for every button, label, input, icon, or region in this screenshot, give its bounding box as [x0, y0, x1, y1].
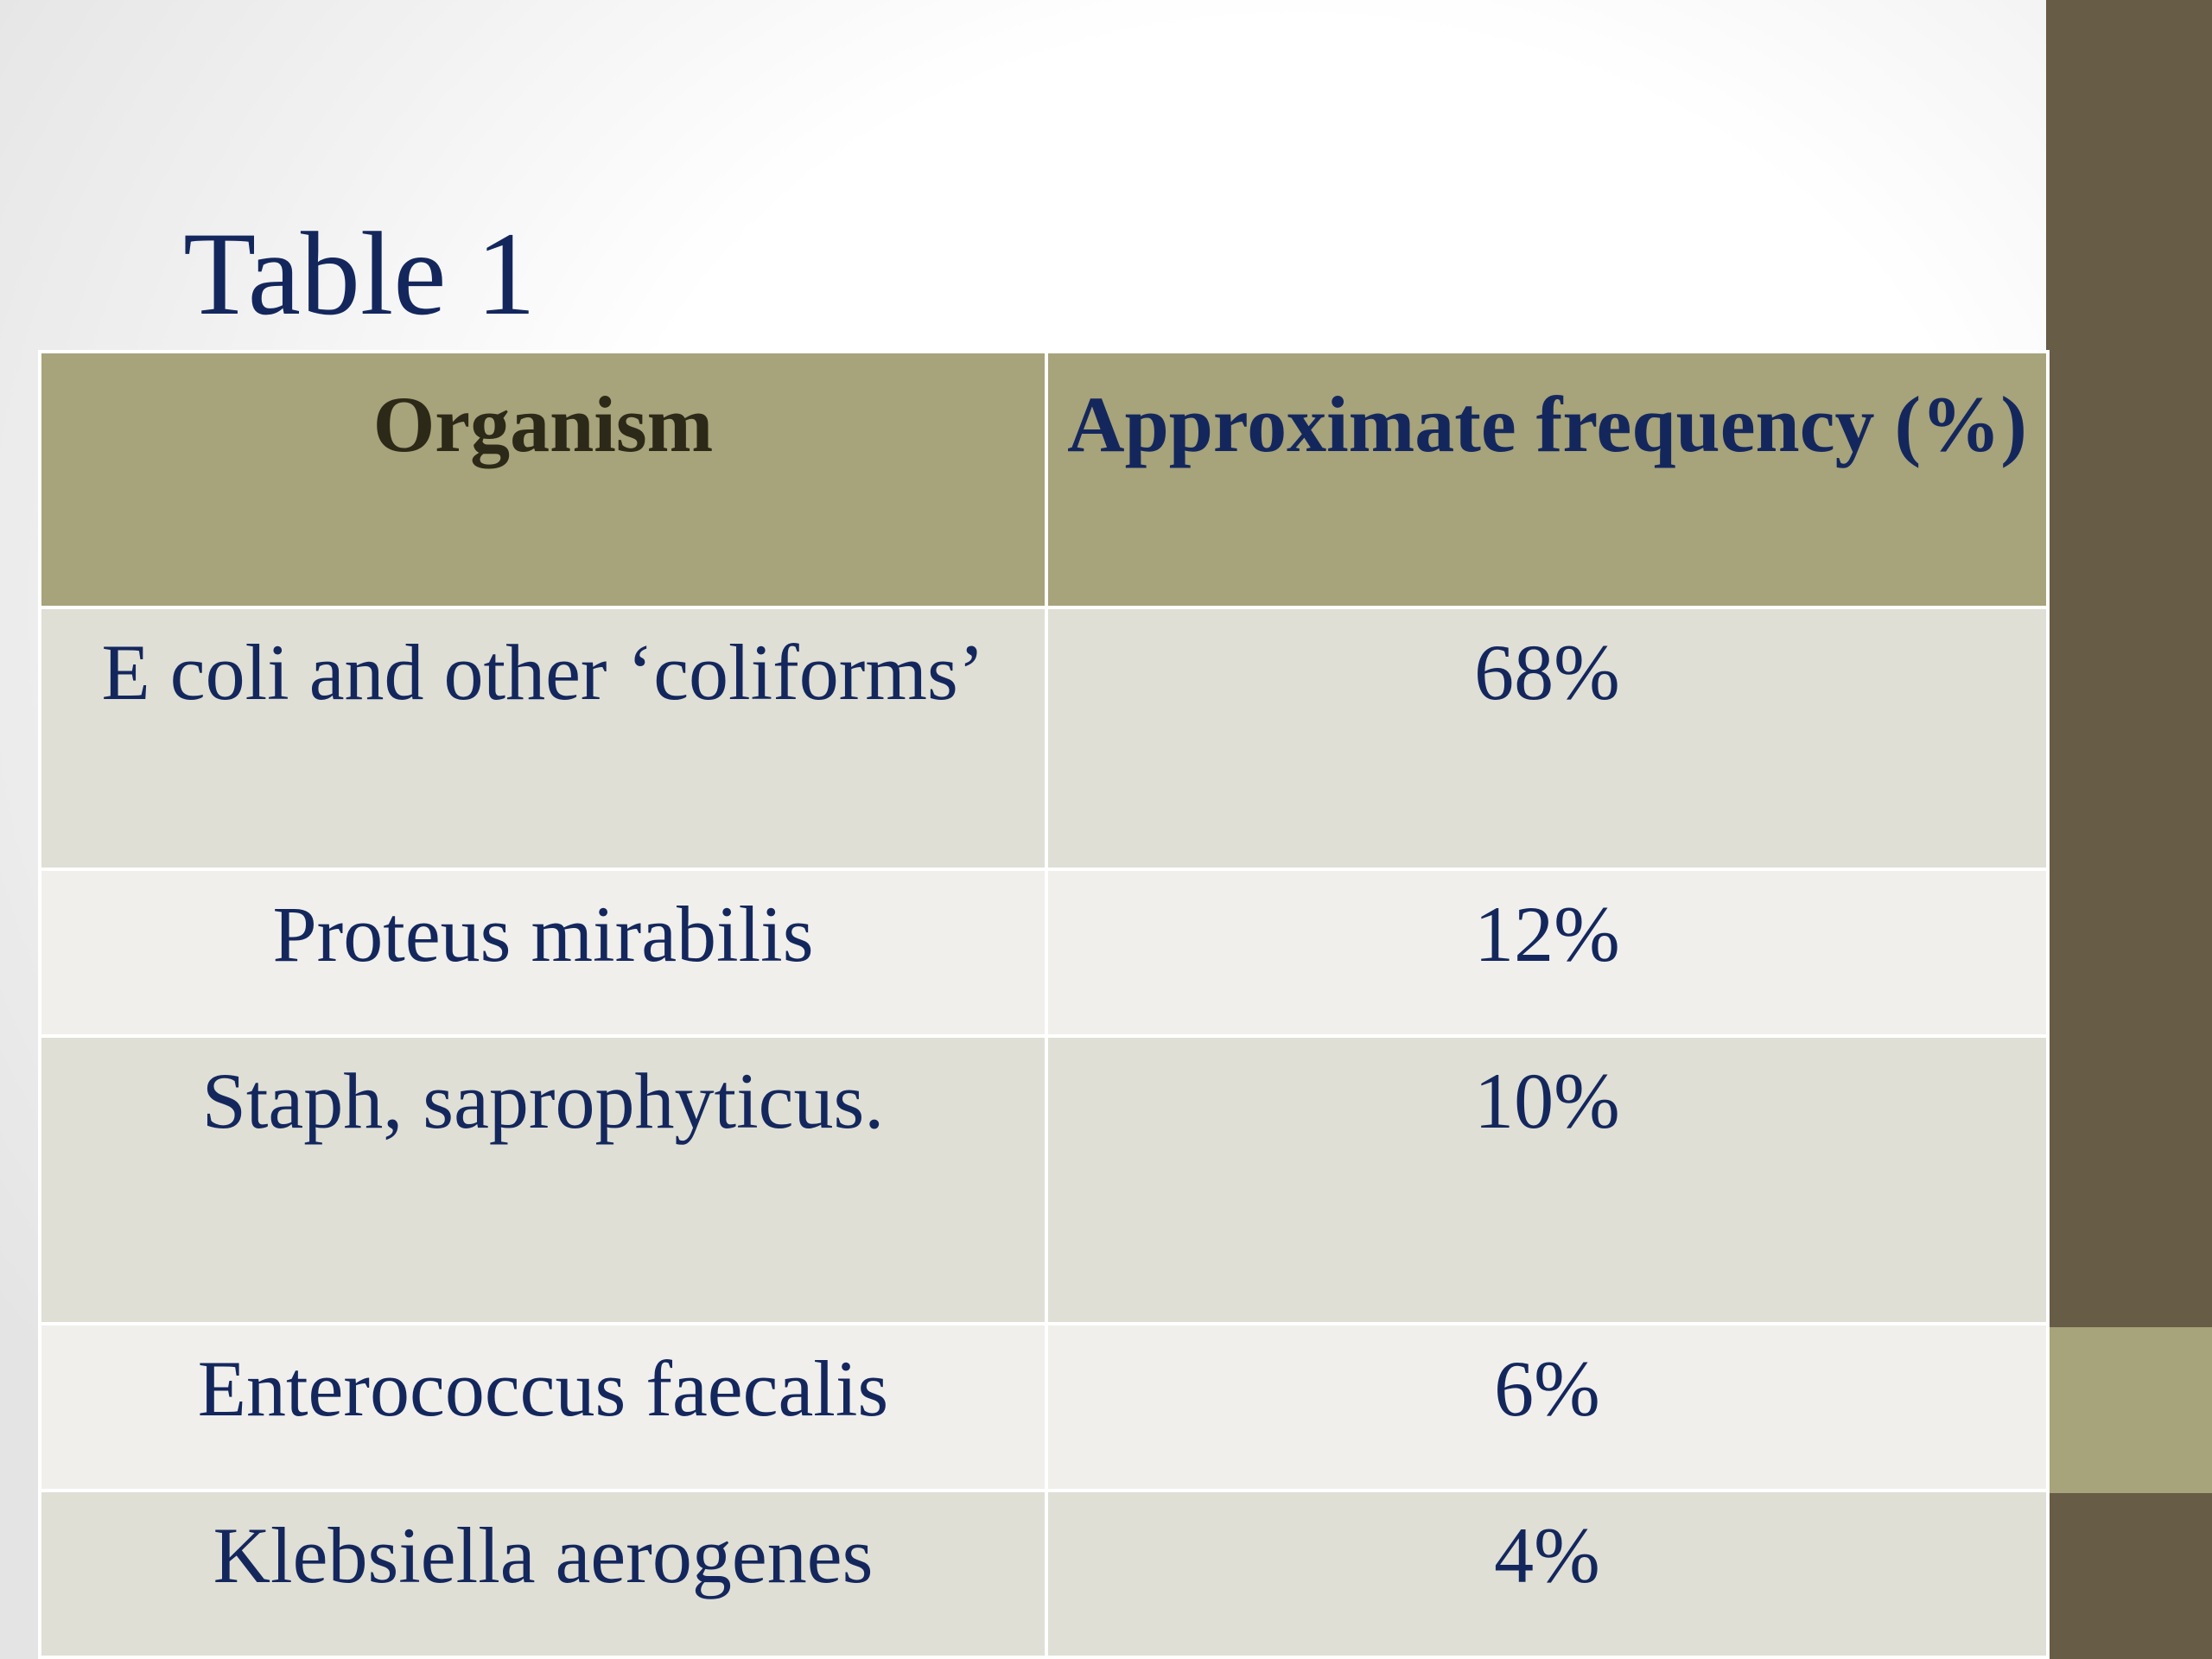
slide-title: Table 1: [183, 207, 537, 340]
organism-cell: Staph, saprophyticus.: [38, 1034, 1048, 1325]
table-header-row: Organism Approximate frequency (%): [38, 350, 2050, 609]
frequency-cell: 68%: [1045, 606, 2050, 871]
decorative-side-accent: [2046, 1327, 2212, 1493]
table-row: E coli and other ‘coliforms’ 68%: [38, 606, 2050, 871]
frequency-cell: 6%: [1045, 1322, 2050, 1492]
table-row: Staph, saprophyticus. 10%: [38, 1034, 2050, 1325]
frequency-cell: 4%: [1045, 1489, 2050, 1659]
column-header-organism: Organism: [38, 350, 1048, 609]
table-row: Enterococcus faecalis 6%: [38, 1322, 2050, 1492]
organism-cell: Enterococcus faecalis: [38, 1322, 1048, 1492]
organism-cell: Proteus mirabilis: [38, 868, 1048, 1038]
frequency-cell: 10%: [1045, 1034, 2050, 1325]
organism-cell: E coli and other ‘coliforms’: [38, 606, 1048, 871]
table-row: Klebsiella aerogenes 4%: [38, 1489, 2050, 1659]
organism-frequency-table: Organism Approximate frequency (%) E col…: [38, 350, 2050, 1659]
frequency-cell: 12%: [1045, 868, 2050, 1038]
column-header-frequency: Approximate frequency (%): [1045, 350, 2050, 609]
organism-cell: Klebsiella aerogenes: [38, 1489, 1048, 1659]
table-row: Proteus mirabilis 12%: [38, 868, 2050, 1038]
